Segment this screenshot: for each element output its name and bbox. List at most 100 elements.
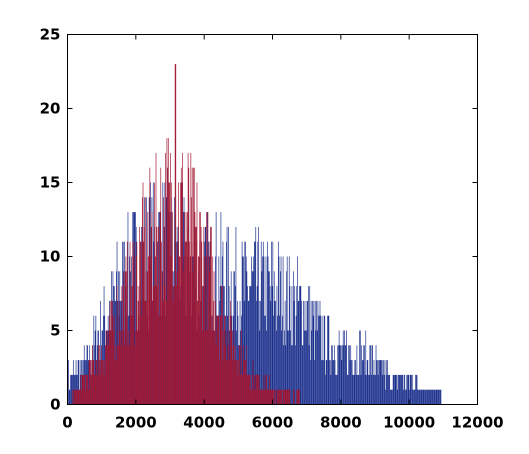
histogram-bar xyxy=(90,360,91,405)
histogram-bar xyxy=(254,374,255,405)
histogram-bar xyxy=(430,389,432,405)
histogram-bar xyxy=(168,182,170,405)
histogram-bar xyxy=(286,271,287,405)
histogram-bar xyxy=(349,360,351,405)
histogram-bar xyxy=(203,226,205,405)
histogram-bar xyxy=(427,389,429,405)
histogram-bar xyxy=(121,286,123,405)
histogram-bar xyxy=(109,315,110,405)
histogram-bar xyxy=(222,241,224,405)
histogram-bar xyxy=(234,271,235,405)
histogram-bar xyxy=(80,374,82,405)
histogram-bar xyxy=(215,345,217,405)
histogram-bar xyxy=(144,300,146,405)
histogram-bar xyxy=(166,138,168,405)
histogram-bar xyxy=(301,345,303,405)
histogram-bar xyxy=(404,374,406,405)
histogram-bar xyxy=(269,271,270,405)
histogram-bar xyxy=(131,315,132,405)
histogram-bar xyxy=(428,389,430,405)
histogram-bar xyxy=(133,241,135,405)
x-tick-label: 4000 xyxy=(183,414,225,432)
histogram-bar xyxy=(383,374,385,405)
histogram-bar xyxy=(245,360,246,405)
histogram-bar xyxy=(223,330,224,405)
histogram-bar xyxy=(228,226,229,405)
histogram-bar xyxy=(254,241,256,405)
histogram-bar xyxy=(264,389,266,405)
histogram-bar xyxy=(287,389,289,405)
histogram-bar xyxy=(297,300,299,405)
histogram-bar xyxy=(260,389,262,405)
histogram-bar xyxy=(118,300,120,405)
histogram-bar xyxy=(286,256,288,405)
histogram-bar xyxy=(79,389,80,405)
histogram-bar xyxy=(152,286,154,405)
histogram-bar xyxy=(422,389,423,405)
histogram-bar xyxy=(250,389,252,405)
histogram-bar xyxy=(293,389,295,405)
histogram-bar xyxy=(338,345,339,405)
histogram-bar xyxy=(368,374,370,405)
histogram-bar xyxy=(409,374,411,405)
histogram-bar xyxy=(255,226,257,405)
histogram-bar xyxy=(185,212,187,405)
histogram-bar xyxy=(340,345,342,405)
histogram-bar xyxy=(293,300,295,405)
histogram-bar xyxy=(120,330,121,405)
histogram-bar xyxy=(420,389,421,405)
histogram-bar xyxy=(362,360,364,405)
histogram-bar xyxy=(226,226,228,405)
histogram-bar xyxy=(214,330,216,405)
histogram-bar xyxy=(316,300,317,405)
histogram-bar xyxy=(268,271,270,405)
histogram-bar xyxy=(352,374,354,405)
histogram-bar xyxy=(124,241,125,405)
histogram-bar xyxy=(409,389,410,405)
histogram-bar xyxy=(365,330,367,405)
histogram-bar xyxy=(437,389,438,405)
histogram-bar xyxy=(161,271,163,405)
histogram-bar xyxy=(68,360,69,405)
histogram-bar xyxy=(211,226,212,405)
histogram-bar xyxy=(338,330,340,405)
histogram-bar xyxy=(256,374,258,405)
histogram-bar xyxy=(200,226,202,405)
histogram-bar xyxy=(369,345,371,405)
histogram-bar xyxy=(111,300,112,405)
histogram-bar xyxy=(130,286,132,405)
histogram-bar xyxy=(211,330,213,405)
histogram-bar xyxy=(276,286,278,405)
histogram-bar xyxy=(290,330,291,405)
histogram-bar xyxy=(412,389,414,405)
histogram-bar xyxy=(388,374,390,405)
histogram-bar xyxy=(145,197,147,405)
histogram-bar xyxy=(227,360,229,405)
histogram-bar xyxy=(304,300,306,405)
histogram-bar xyxy=(275,300,276,405)
histogram-bar xyxy=(201,241,203,405)
histogram-bar xyxy=(340,345,341,405)
histogram-bar xyxy=(293,271,294,405)
histogram-bar xyxy=(228,315,230,405)
histogram-bar xyxy=(124,345,125,405)
histogram-bar xyxy=(291,286,293,405)
histogram-bar xyxy=(234,360,235,405)
histogram-bar xyxy=(129,345,130,405)
histogram-bar xyxy=(131,286,133,405)
histogram-bar xyxy=(368,374,369,405)
histogram-bar xyxy=(356,345,358,405)
histogram-bar xyxy=(264,389,265,405)
histogram-bar xyxy=(175,64,177,405)
histogram-bar xyxy=(259,389,261,405)
histogram-bar xyxy=(112,315,114,405)
histogram-bar xyxy=(219,315,221,405)
histogram-bar xyxy=(157,226,159,405)
histogram-bar xyxy=(395,374,397,405)
histogram-bar xyxy=(402,374,404,405)
histogram-bar xyxy=(322,360,324,405)
histogram-bar xyxy=(334,345,335,405)
histogram-bar xyxy=(249,374,250,405)
histogram-bar xyxy=(267,389,268,405)
histogram-bar xyxy=(159,212,160,405)
